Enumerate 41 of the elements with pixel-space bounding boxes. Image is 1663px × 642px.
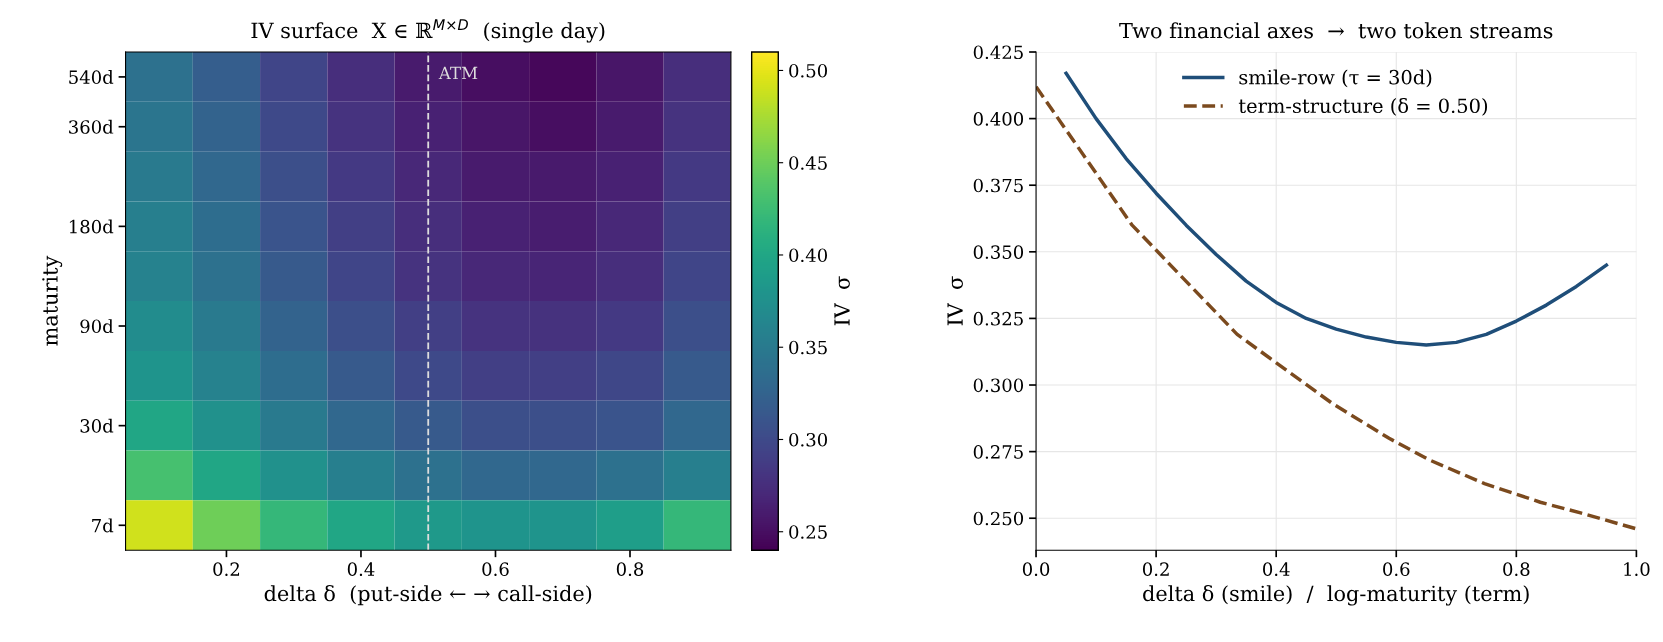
x-tick-label: 0.2 bbox=[1142, 562, 1169, 576]
chart-title: IV surface X ∈ ℝ$^{M×D}$ (single day) bbox=[251, 19, 605, 43]
color-bar-title: IV σ bbox=[834, 276, 850, 326]
x-tick-label: 0.8 bbox=[1503, 562, 1530, 576]
color-bar-label: 0.25 bbox=[789, 525, 827, 539]
y-tick-label: 0.375 bbox=[973, 178, 1023, 193]
y-tick-label: 180d bbox=[69, 219, 114, 234]
x-tick-label: 0.0 bbox=[1022, 562, 1050, 576]
x-tick-label: 0.2 bbox=[213, 562, 240, 576]
x-axis-title: delta δ (smile) / log-maturity (term) bbox=[1143, 585, 1529, 606]
y-tick-label: 0.325 bbox=[973, 311, 1023, 326]
x-tick-label: 1.0 bbox=[1624, 562, 1650, 576]
x-tick-label: 0.6 bbox=[1383, 562, 1410, 576]
ref-line-label: ATM bbox=[438, 66, 478, 80]
y-tick-label: 540d bbox=[69, 70, 114, 85]
legend-label: smile-row (τ = 30d) bbox=[1239, 69, 1432, 88]
chart-title: Two financial axes → two token streams bbox=[1119, 22, 1553, 39]
y-tick-label: 0.400 bbox=[973, 112, 1024, 126]
y-axis-title: maturity bbox=[42, 255, 63, 346]
x-tick-label: 0.8 bbox=[616, 562, 644, 576]
y-tick-label: 7d bbox=[92, 518, 114, 533]
x-axis-title: delta δ (put-side ← → call-side) bbox=[264, 585, 592, 606]
y-tick-label: 30d bbox=[80, 418, 114, 433]
y-tick-label: 0.275 bbox=[973, 445, 1023, 459]
x-tick-label: 0.6 bbox=[482, 562, 509, 576]
y-axis-title: IV σ bbox=[947, 276, 963, 326]
y-tick-label: 0.300 bbox=[973, 378, 1024, 393]
x-tick-label: 0.4 bbox=[347, 562, 375, 576]
legend-label: term-structure (δ = 0.50) bbox=[1238, 97, 1488, 116]
color-bar-label: 0.50 bbox=[789, 63, 828, 78]
x-tick-label: 0.4 bbox=[1263, 562, 1290, 576]
y-tick-label: 360d bbox=[69, 119, 114, 134]
y-tick-label: 0.350 bbox=[973, 245, 1024, 259]
color-bar-label: 0.45 bbox=[789, 156, 827, 170]
y-tick-label: 90d bbox=[80, 319, 114, 334]
y-tick-label: 0.425 bbox=[973, 45, 1023, 60]
line-series bbox=[1064, 71, 1609, 347]
color-bar-label: 0.35 bbox=[789, 340, 827, 355]
color-bar-label: 0.40 bbox=[789, 248, 828, 263]
color-bar-label: 0.30 bbox=[789, 432, 828, 447]
y-tick-label: 0.250 bbox=[973, 511, 1024, 526]
